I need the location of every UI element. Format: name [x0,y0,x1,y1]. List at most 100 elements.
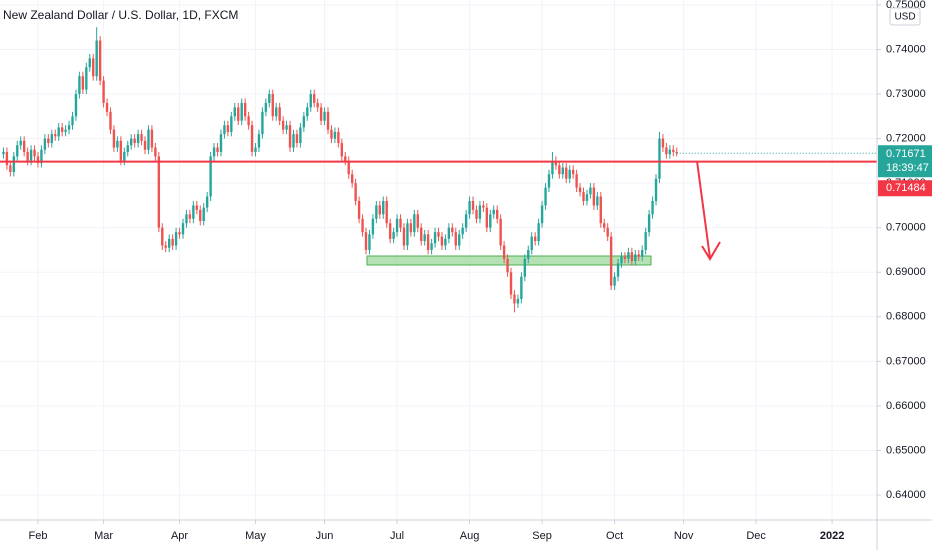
candle-body [582,192,585,201]
candle-body [288,125,292,148]
candle-body [454,232,457,246]
forecast-arrow [696,160,721,261]
candle-body [440,236,444,246]
candle-body [637,254,640,257]
x-tick-label: Jun [316,530,334,542]
candle-body [392,232,395,239]
candle-body [16,145,19,157]
candle-body [464,214,468,228]
candle-body [212,147,216,157]
candle-body [9,165,12,172]
candle-body [413,214,416,233]
candle-body [22,140,26,152]
candle-body [388,223,392,239]
candle-body [603,223,606,228]
candle-body [109,111,112,130]
candle-body [616,263,620,277]
candle-body [458,234,461,246]
candle-body [264,102,268,112]
candle-body [416,214,419,228]
candle-body [12,156,16,172]
candle-body [482,205,485,208]
candle-body [105,102,109,112]
candle-body [478,205,482,219]
candle-body [513,294,516,304]
candle-body [592,187,596,206]
candle-body [527,249,530,259]
candle-body [468,200,471,215]
candle-body [40,149,43,164]
candle-body [209,156,212,197]
candle-body [420,227,423,242]
candle-body [551,160,554,175]
candle-body [350,174,354,184]
candle-body [361,218,364,233]
candle-body [74,94,78,117]
x-tick-label: Jul [390,530,404,542]
candle-body [544,187,547,206]
level-label: 0.71484 [886,182,926,194]
chart-title: New Zealand Dollar / U.S. Dollar, 1D, FX… [3,8,238,22]
y-tick-label: 0.74000 [886,43,926,55]
candle-body [675,151,678,154]
candle-body [247,116,250,126]
candle-body [78,76,81,95]
candle-body [174,232,178,246]
candle-body [599,196,602,224]
candle-body [243,102,247,117]
candle-body [119,140,123,161]
candle-body [299,127,302,144]
candle-body [230,116,233,132]
candle-body [430,243,433,250]
candle-body [385,200,388,224]
candle-body [202,207,205,222]
candle-body [326,111,330,130]
candle-body [492,209,495,215]
candle-body [81,76,85,90]
candle-body [596,196,599,206]
candle-body [606,227,609,237]
candle-body [43,138,47,150]
level-box [878,180,932,197]
candle-body [71,116,74,126]
candle-body [558,165,561,175]
x-tick-label: Mar [94,530,113,542]
candle-body [116,140,119,148]
candle-body [150,129,154,148]
candle-body [123,151,126,161]
candle-body [147,129,150,150]
candle-body [157,156,161,228]
candle-body [585,194,589,201]
candle-body [565,167,568,179]
candle-body [506,258,509,273]
x-tick-label: Aug [460,530,480,542]
candle-body [613,276,616,286]
x-tick-label: Sep [532,530,552,542]
candle-body [409,223,413,233]
candle-body [644,232,647,250]
candle-body [233,107,236,117]
x-tick-label: Feb [28,530,47,542]
candle-body [271,94,274,117]
candle-body [426,234,430,250]
candle-body [281,120,285,130]
candle-body [154,147,157,157]
candle-body [316,102,319,108]
currency-box[interactable] [889,7,921,26]
candle-body [399,218,402,228]
candle-body [368,234,371,250]
candle-body [340,143,344,157]
candle-body [29,149,33,161]
candle-body [378,205,382,215]
candle-body [641,249,644,257]
candle-body [406,223,409,246]
candle-body [205,196,209,208]
candle-body [344,156,347,161]
candle-body [292,134,295,148]
candle-body [540,205,544,224]
candle-body [661,138,665,148]
candle-body [627,252,630,259]
candle-body [167,238,171,248]
candle-body [665,147,668,155]
x-tick-label: May [245,530,266,542]
